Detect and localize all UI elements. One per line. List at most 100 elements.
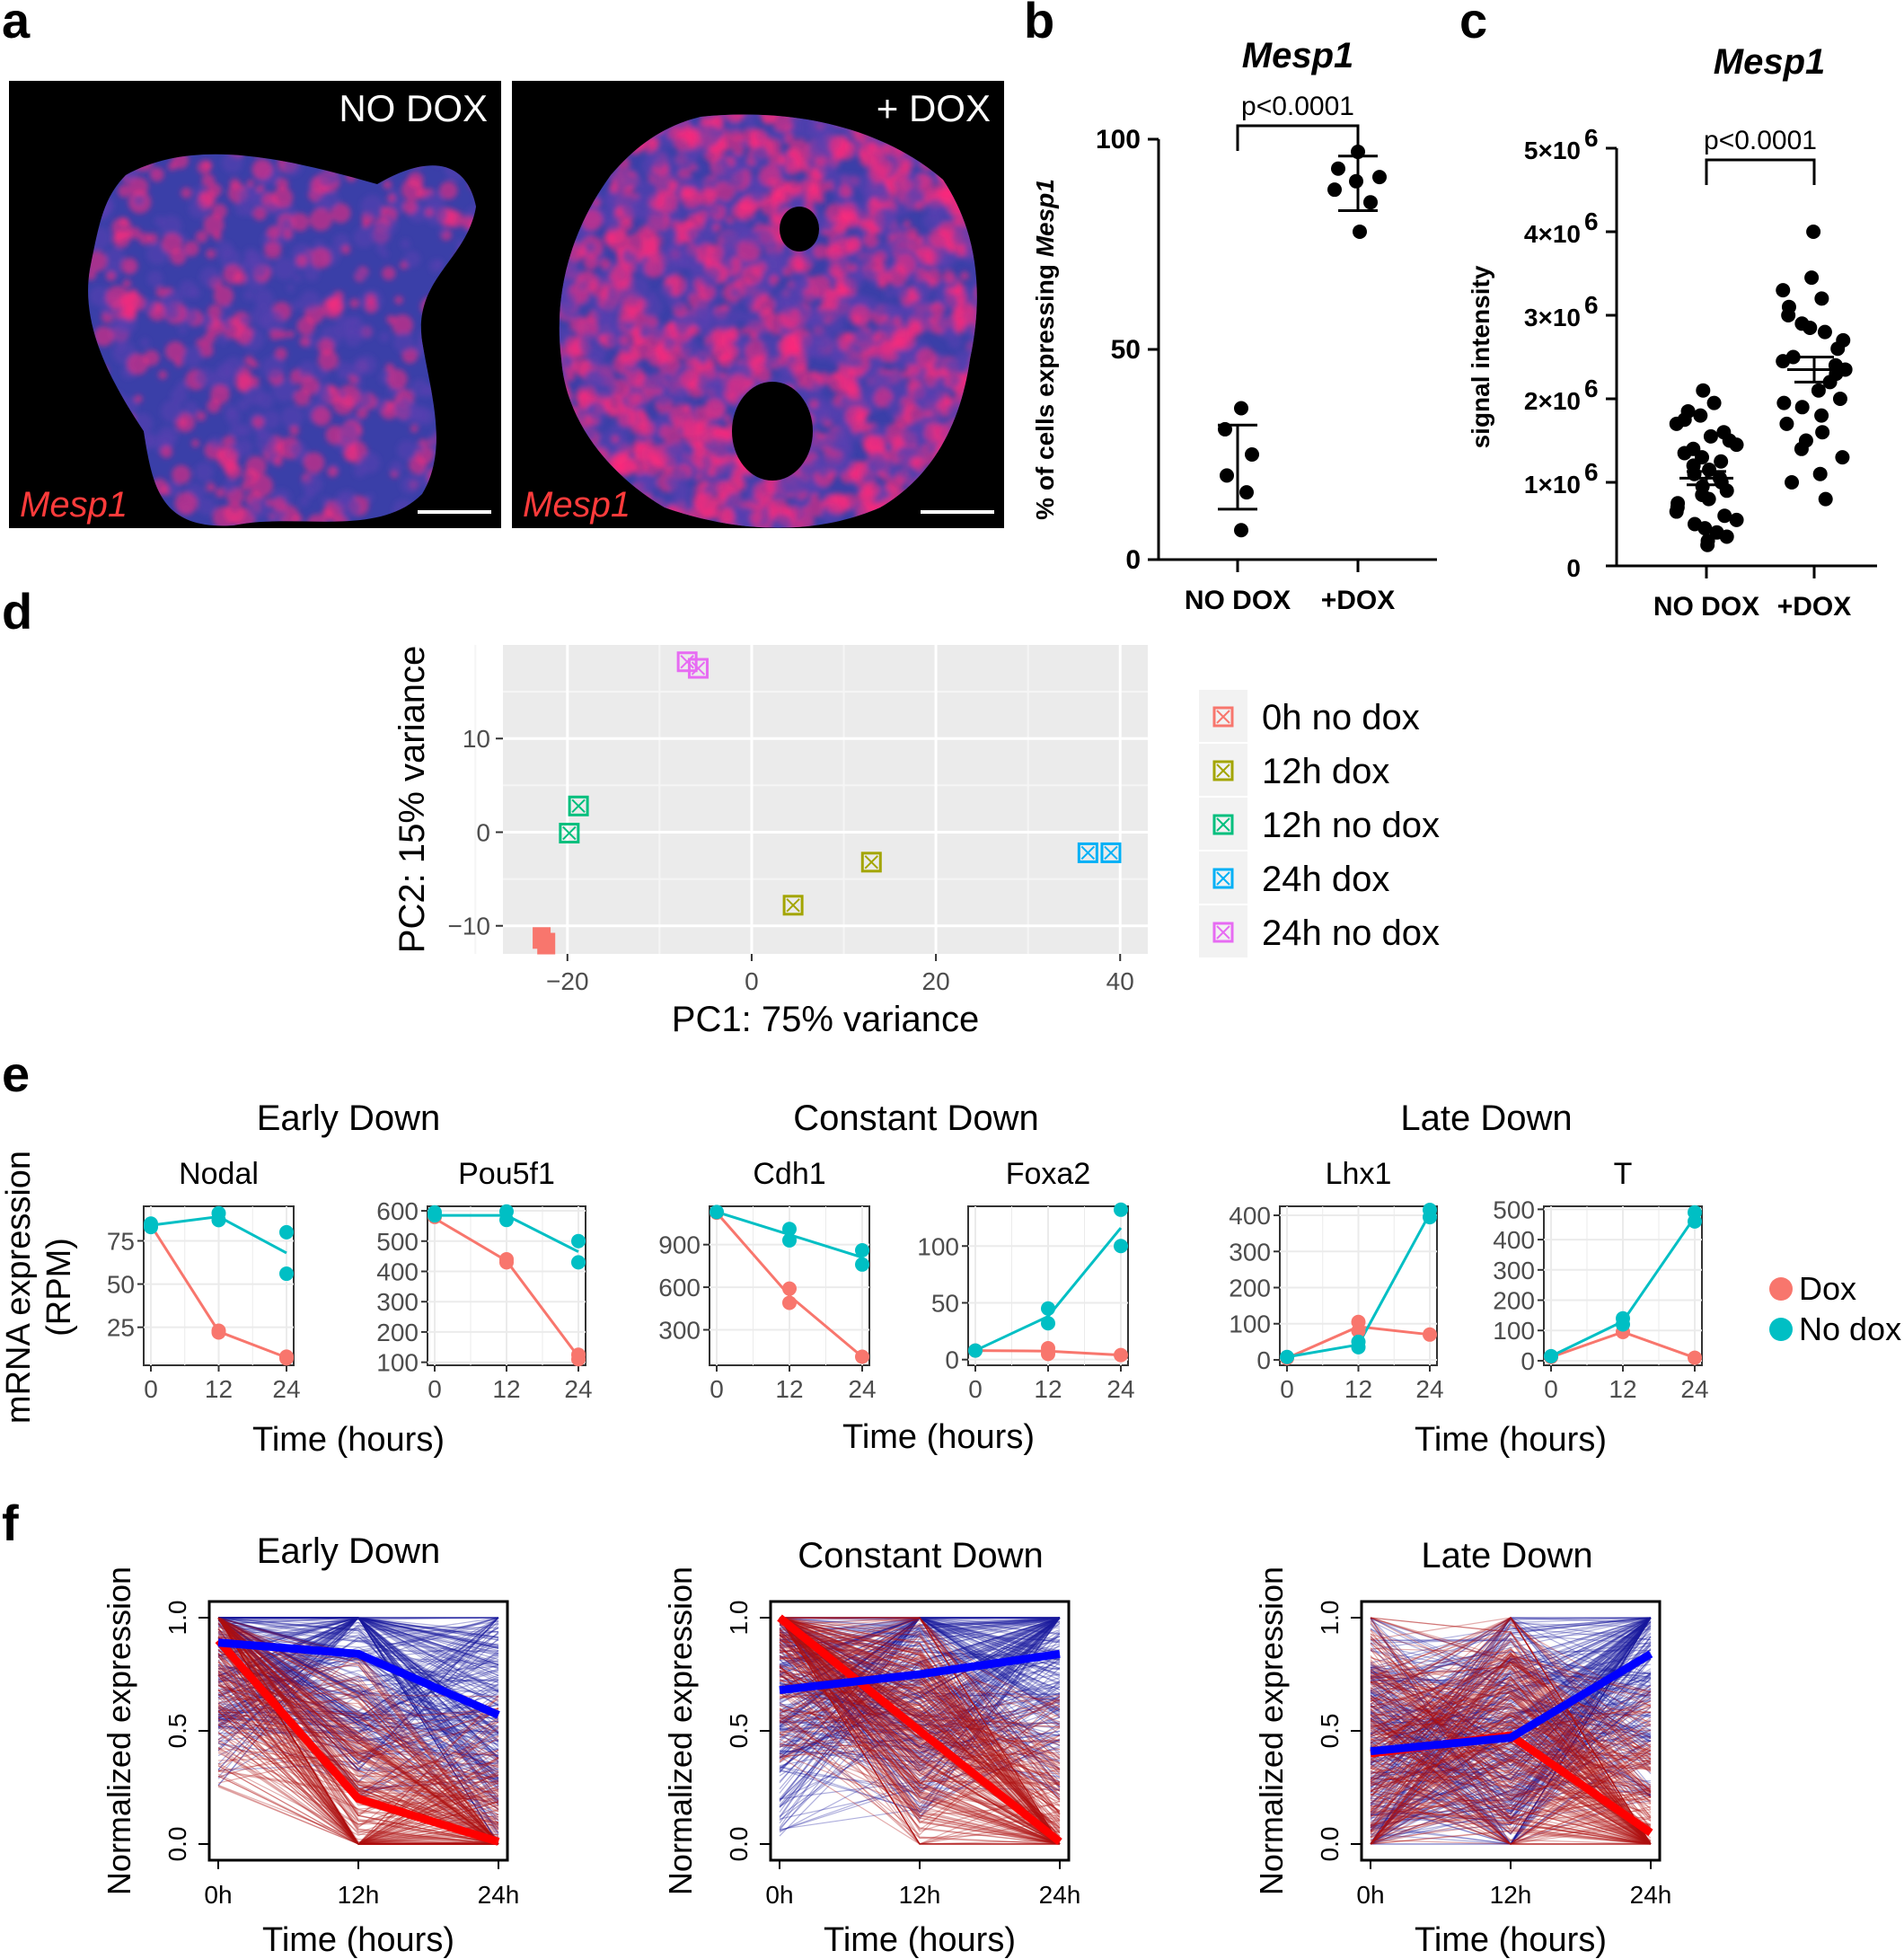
trajectory bbox=[779, 1730, 1061, 1758]
trajectory bbox=[779, 1617, 1061, 1743]
signal-blob bbox=[196, 410, 207, 421]
trajectory bbox=[217, 1717, 499, 1815]
trajectory bbox=[217, 1617, 499, 1845]
trajectory bbox=[779, 1666, 1061, 1796]
trajectory bbox=[217, 1617, 499, 1683]
marker-cross bbox=[864, 855, 878, 869]
trajectory bbox=[779, 1642, 1061, 1845]
trajectory bbox=[779, 1617, 1061, 1777]
trajectory bbox=[217, 1617, 499, 1619]
signal-blob bbox=[203, 214, 225, 235]
signal-blob bbox=[93, 326, 114, 347]
trajectory bbox=[217, 1722, 499, 1792]
marker-cross bbox=[562, 825, 577, 841]
signal-blob bbox=[867, 142, 878, 154]
trajectory bbox=[779, 1617, 1061, 1845]
trajectory bbox=[217, 1617, 499, 1783]
x-axis-label: Time (hours) bbox=[842, 1418, 1035, 1456]
trajectory bbox=[779, 1617, 1060, 1658]
trajectory bbox=[217, 1742, 498, 1845]
data-point bbox=[1701, 491, 1716, 507]
signal-blob bbox=[710, 206, 720, 216]
trajectory bbox=[217, 1739, 499, 1825]
trajectory bbox=[217, 1655, 498, 1845]
y-axis-label: % of cells expressing Mesp1 bbox=[1031, 179, 1059, 520]
x-tick-label: 0 bbox=[968, 1375, 983, 1403]
signal-blob bbox=[829, 136, 851, 158]
signal-blob bbox=[118, 184, 131, 199]
trajectory bbox=[779, 1617, 1061, 1785]
trajectory bbox=[779, 1633, 1061, 1795]
trajectory bbox=[779, 1699, 1061, 1762]
significance-bracket bbox=[1705, 158, 1816, 185]
gene-title: T bbox=[1614, 1157, 1633, 1191]
signal-blob bbox=[637, 433, 648, 444]
signal-blob bbox=[695, 123, 705, 133]
signal-blob bbox=[585, 242, 596, 253]
trajectory bbox=[217, 1681, 499, 1845]
data-point bbox=[1818, 491, 1833, 507]
signal-blob bbox=[838, 340, 849, 350]
signal-blob bbox=[804, 288, 812, 296]
signal-blob bbox=[240, 315, 250, 325]
signal-blob bbox=[789, 138, 809, 158]
signal-blob bbox=[164, 340, 186, 362]
signal-blob bbox=[604, 295, 623, 314]
data-point bbox=[1703, 428, 1718, 444]
signal-blob bbox=[661, 244, 682, 264]
trajectory bbox=[217, 1617, 499, 1752]
signal-blob bbox=[349, 298, 359, 309]
signal-blob bbox=[610, 264, 631, 286]
trajectory bbox=[779, 1622, 1061, 1815]
trajectory bbox=[779, 1652, 1061, 1769]
signal-blob bbox=[782, 267, 792, 277]
trajectory bbox=[217, 1646, 499, 1779]
group-title: Constant Down bbox=[793, 1099, 1038, 1138]
trajectory bbox=[217, 1617, 499, 1747]
signal-blob bbox=[309, 207, 333, 232]
signal-blob bbox=[105, 286, 129, 309]
signal-blob bbox=[243, 289, 255, 301]
signal-blob bbox=[181, 187, 192, 199]
trajectory bbox=[217, 1654, 499, 1800]
trajectory bbox=[779, 1617, 1061, 1699]
trajectory bbox=[779, 1648, 1061, 1845]
trajectory bbox=[217, 1617, 499, 1789]
trajectory bbox=[779, 1617, 1061, 1789]
trajectory bbox=[217, 1617, 499, 1649]
trajectory bbox=[779, 1743, 1061, 1845]
trajectory bbox=[217, 1617, 499, 1683]
signal-blob bbox=[296, 316, 315, 336]
trajectory bbox=[217, 1756, 499, 1845]
trajectory bbox=[217, 1617, 499, 1760]
data-point bbox=[1729, 437, 1744, 453]
y-axis-label: Normalized expression bbox=[101, 1566, 137, 1895]
trajectory bbox=[217, 1689, 499, 1729]
trajectory bbox=[217, 1642, 499, 1845]
trajectory bbox=[217, 1617, 499, 1805]
trajectory bbox=[217, 1755, 499, 1767]
trajectory bbox=[779, 1663, 1061, 1758]
trajectory bbox=[779, 1617, 1061, 1772]
trajectory bbox=[217, 1617, 499, 1661]
trajectory bbox=[779, 1617, 1061, 1746]
trajectory bbox=[779, 1617, 1061, 1845]
trajectory bbox=[780, 1617, 1061, 1845]
trajectory bbox=[217, 1715, 499, 1845]
signal-blob bbox=[817, 353, 825, 362]
signal-blob bbox=[849, 304, 871, 327]
y-axis-label: mRNA expression bbox=[0, 1151, 38, 1424]
signal-blob bbox=[146, 270, 163, 287]
trajectory bbox=[217, 1617, 499, 1804]
trajectory bbox=[217, 1694, 499, 1811]
signal-blob bbox=[400, 239, 410, 250]
signal-blob bbox=[409, 456, 427, 474]
signal-blob bbox=[338, 390, 348, 399]
trajectory bbox=[779, 1617, 1061, 1814]
signal-blob bbox=[740, 140, 749, 148]
trajectory bbox=[217, 1617, 499, 1759]
trajectory bbox=[779, 1624, 1061, 1756]
trajectory bbox=[779, 1683, 1061, 1839]
trajectory bbox=[217, 1617, 499, 1770]
